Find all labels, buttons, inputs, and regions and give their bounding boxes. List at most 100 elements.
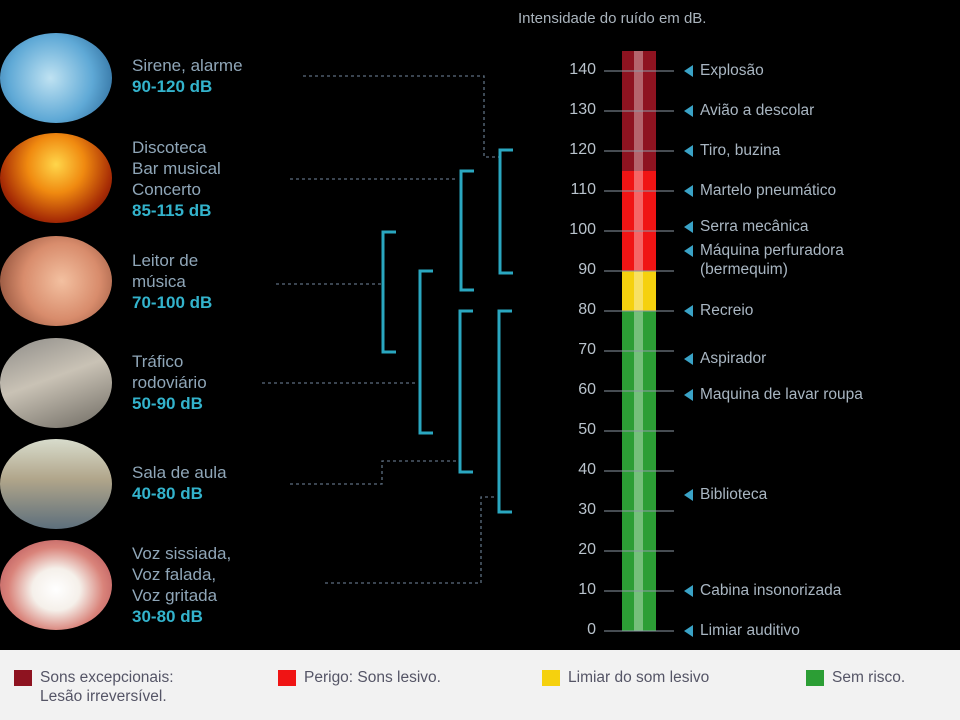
- event-label: Limiar auditivo: [700, 621, 800, 640]
- pointer-arrow-icon: [684, 245, 693, 257]
- event-text: Cabina insonorizada: [700, 582, 842, 599]
- event-label: Tiro, buzina: [700, 141, 780, 160]
- decibel-bar: [622, 51, 656, 631]
- legend-swatch: [278, 670, 296, 686]
- event-text: Recreio: [700, 302, 754, 319]
- event-label: Biblioteca: [700, 485, 767, 504]
- legend-swatch: [14, 670, 32, 686]
- source-item: Leitor de música 70-100 dB: [132, 250, 212, 313]
- source-name: Sirene, alarme: [132, 56, 243, 75]
- event-label: Maquina de lavar roupa: [700, 385, 863, 404]
- source-item: Sirene, alarme 90-120 dB: [132, 55, 243, 97]
- source-name: Voz falada,: [132, 565, 217, 584]
- siren-photo: [0, 33, 112, 123]
- road-traffic-photo: [0, 338, 112, 428]
- source-name: Voz gritada: [132, 586, 218, 605]
- scale-title: Intensidade do ruído em dB.: [518, 10, 707, 27]
- range-bracket: [418, 269, 433, 435]
- source-range: 70-100 dB: [132, 293, 213, 312]
- source-range: 85-115 dB: [132, 201, 212, 220]
- event-label: Recreio: [700, 301, 753, 320]
- legend-text: Perigo: Sons lesivo.: [304, 669, 441, 686]
- pointer-arrow-icon: [684, 221, 693, 233]
- event-text: Limiar auditivo: [700, 622, 800, 639]
- event-text: Avião a descolar: [700, 102, 815, 119]
- scale-band: [622, 271, 656, 311]
- source-name: Bar musical: [132, 159, 221, 178]
- pointer-arrow-icon: [684, 353, 693, 365]
- legend-text: Sons excepcionais:: [40, 669, 174, 686]
- range-brackets: [381, 148, 513, 514]
- source-name: música: [132, 272, 186, 291]
- event-text: Martelo pneumático: [700, 182, 837, 199]
- bar-highlight: [634, 51, 643, 631]
- event-label: Aspirador: [700, 349, 766, 368]
- range-bracket: [458, 309, 473, 474]
- legend-swatch: [806, 670, 824, 686]
- source-item: Tráfico rodoviário 50-90 dB: [132, 351, 207, 414]
- source-range: 50-90 dB: [132, 394, 203, 413]
- pointer-arrow-icon: [684, 585, 693, 597]
- pointer-arrow-icon: [684, 145, 693, 157]
- legend-swatch: [542, 670, 560, 686]
- event-text: (bermequim): [700, 261, 788, 278]
- pointer-arrow-icon: [684, 625, 693, 637]
- tick-label: 80: [578, 301, 596, 318]
- tick-label: 10: [578, 581, 596, 598]
- legend-text: Limiar do som lesivo: [568, 669, 710, 686]
- tick-labels: 0 10 20 30 40 50 60 70 80 90 100 110 120 130 140: [545, 0, 596, 650]
- legend-text: Sem risco.: [832, 669, 906, 686]
- legend-label: Limiar do som lesivo: [568, 668, 709, 687]
- tick-lines: [604, 70, 674, 632]
- source-range: 90-120 dB: [132, 77, 213, 96]
- event-text: Tiro, buzina: [700, 142, 781, 159]
- legend-text: Lesão irreversível.: [40, 688, 167, 705]
- event-label: Explosão: [700, 61, 764, 80]
- pointer-arrow-icon: [684, 65, 693, 77]
- range-bracket: [381, 230, 396, 354]
- pointer-arrow-icon: [684, 185, 693, 197]
- source-name: Leitor de: [132, 251, 199, 270]
- ear-earphone-photo: [0, 236, 112, 326]
- source-range: 30-80 dB: [132, 607, 203, 626]
- tick-label: 120: [569, 141, 596, 158]
- pointer-arrow-icon: [684, 105, 693, 117]
- tick-label: 30: [578, 501, 596, 518]
- source-name: Discoteca: [132, 138, 207, 157]
- pointer-arrow-icon: [684, 389, 693, 401]
- source-name: rodoviário: [132, 373, 207, 392]
- scale-graphic: [262, 51, 674, 632]
- legend-label: Sons excepcionais: Lesão irreversível.: [40, 668, 174, 706]
- event-text: Máquina perfuradora: [700, 242, 844, 259]
- legend-label: Sem risco.: [832, 668, 905, 687]
- source-item: Discoteca Bar musical Concerto 85-115 dB: [132, 137, 221, 221]
- event-label: Máquina perfuradora (bermequim): [700, 241, 844, 279]
- event-label: Serra mecânica: [700, 217, 809, 236]
- dashed-connector: [303, 75, 499, 158]
- tick-label: 70: [578, 341, 596, 358]
- dashed-connector: [325, 496, 495, 584]
- concert-crowd-photo: [0, 133, 112, 223]
- source-name: Concerto: [132, 180, 201, 199]
- dashed-connectors: [262, 75, 499, 584]
- tick-label: 90: [578, 261, 596, 278]
- event-label: Cabina insonorizada: [700, 581, 841, 600]
- event-label: Martelo pneumático: [700, 181, 836, 200]
- tick-label: 130: [569, 101, 596, 118]
- tick-label: 100: [569, 221, 596, 238]
- source-item: Sala de aula 40-80 dB: [132, 462, 227, 504]
- source-name: Voz sissiada,: [132, 544, 232, 563]
- source-item: Voz sissiada, Voz falada, Voz gritada 30-80…: [132, 543, 231, 627]
- tick-label: 50: [578, 421, 596, 438]
- event-text: Maquina de lavar roupa: [700, 386, 863, 403]
- event-label: Avião a descolar: [700, 101, 814, 120]
- event-text: Biblioteca: [700, 486, 768, 503]
- pointer-arrow-icon: [684, 305, 693, 317]
- range-bracket: [498, 148, 513, 275]
- source-name: Sala de aula: [132, 463, 227, 482]
- event-text: Aspirador: [700, 350, 767, 367]
- legend: Sons excepcionais: Lesão irreversível. Per…: [0, 650, 960, 720]
- source-range: 40-80 dB: [132, 484, 203, 503]
- scale-band: [622, 171, 656, 271]
- smiling-mouth-photo: [0, 540, 112, 630]
